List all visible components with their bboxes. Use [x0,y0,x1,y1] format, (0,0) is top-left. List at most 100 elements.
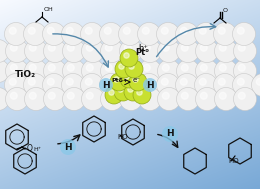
Text: H: H [166,129,174,139]
Circle shape [232,74,256,97]
Circle shape [104,78,111,85]
Circle shape [28,78,35,85]
Circle shape [81,40,105,63]
Circle shape [219,64,226,71]
Circle shape [200,92,207,99]
Circle shape [177,60,199,83]
Circle shape [176,22,198,46]
Circle shape [5,60,29,83]
Circle shape [181,92,188,99]
Circle shape [143,44,150,51]
Circle shape [180,27,187,34]
Circle shape [119,22,141,46]
Circle shape [177,40,199,63]
Circle shape [110,73,128,91]
Circle shape [47,27,54,34]
Circle shape [219,44,226,51]
Circle shape [120,49,138,67]
Circle shape [120,60,142,83]
Circle shape [238,44,245,51]
Circle shape [5,40,29,63]
Circle shape [62,22,84,46]
Circle shape [9,27,16,34]
Circle shape [104,27,111,34]
Circle shape [251,74,260,97]
Circle shape [124,64,131,71]
Circle shape [67,64,74,71]
Circle shape [23,22,47,46]
Circle shape [86,44,93,51]
Circle shape [123,27,130,34]
Circle shape [137,90,142,95]
Text: Pt⁰: Pt⁰ [135,48,149,57]
Circle shape [233,88,257,111]
Circle shape [139,40,161,63]
Circle shape [62,88,86,111]
Circle shape [115,60,133,78]
Circle shape [157,22,179,46]
Circle shape [9,78,16,85]
Circle shape [125,60,143,78]
Circle shape [158,88,180,111]
Circle shape [23,74,47,97]
Circle shape [66,27,73,34]
Text: H: H [102,81,110,90]
Circle shape [180,78,187,85]
Circle shape [62,60,86,83]
Circle shape [238,64,245,71]
Circle shape [24,40,48,63]
Circle shape [81,60,105,83]
Circle shape [237,78,244,85]
Text: HO: HO [228,158,239,164]
Circle shape [158,60,180,83]
Circle shape [162,126,178,142]
Circle shape [10,44,17,51]
Circle shape [81,22,103,46]
Circle shape [143,64,150,71]
Circle shape [29,44,36,51]
Circle shape [62,74,84,97]
Circle shape [143,78,157,92]
Circle shape [256,78,260,85]
Circle shape [238,92,245,99]
Circle shape [232,22,256,46]
Circle shape [67,92,74,99]
Text: TiO₂: TiO₂ [15,70,36,79]
Circle shape [124,53,129,58]
Circle shape [105,64,112,71]
Circle shape [101,60,124,83]
Circle shape [133,86,151,104]
Circle shape [62,40,86,63]
Circle shape [157,74,179,97]
Circle shape [218,78,225,85]
Circle shape [120,70,138,88]
Circle shape [5,88,29,111]
Circle shape [161,27,168,34]
Circle shape [233,40,257,63]
Circle shape [42,22,66,46]
Circle shape [48,44,55,51]
Circle shape [99,78,113,92]
Circle shape [42,74,66,97]
Circle shape [138,74,160,97]
Circle shape [177,88,199,111]
Text: OH: OH [44,7,54,12]
Text: H: H [64,143,72,152]
Circle shape [194,74,218,97]
Circle shape [199,78,206,85]
Circle shape [200,64,207,71]
Circle shape [66,78,73,85]
Circle shape [100,22,122,46]
Circle shape [219,92,226,99]
Text: O: O [223,8,228,13]
Circle shape [29,92,36,99]
Circle shape [237,27,244,34]
Text: H⁺: H⁺ [33,147,41,152]
Circle shape [213,74,237,97]
Circle shape [118,87,123,92]
Text: HO: HO [117,134,128,140]
Circle shape [48,64,55,71]
Circle shape [29,64,36,71]
Circle shape [85,27,92,34]
Circle shape [119,74,141,97]
